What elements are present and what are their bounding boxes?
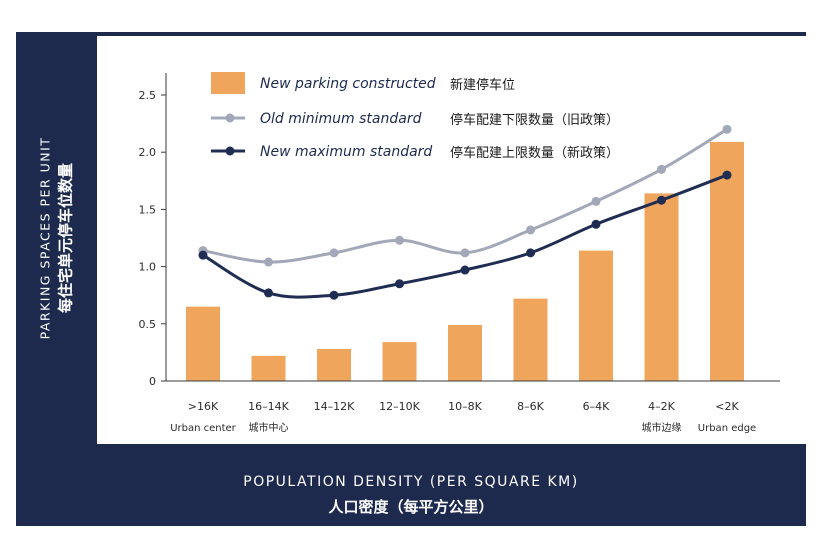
legend-swatch-bar: [211, 72, 245, 94]
legend-swatch-marker: [225, 146, 235, 156]
legend-label: Old minimum standard: [260, 111, 422, 127]
legend-label-zh: 停车配建下限数量（旧政策）: [450, 112, 619, 128]
legend-swatch-marker: [225, 113, 235, 123]
series-point: [395, 235, 404, 245]
y-tick-label: 2.5: [139, 89, 157, 102]
series-point: [329, 248, 339, 258]
series-point: [526, 248, 535, 258]
bar: [382, 342, 417, 381]
series-point: [329, 290, 339, 300]
bar: [251, 355, 286, 381]
bar: [448, 324, 482, 381]
bar: [644, 193, 679, 381]
bar: [710, 141, 744, 381]
series-point: [460, 265, 470, 275]
x-tick-label: >16K: [188, 400, 219, 413]
series-point: [198, 250, 208, 260]
bar: [186, 306, 220, 381]
x-tick-label: 4–2K: [648, 400, 675, 413]
y-tick-label: 1.5: [139, 203, 157, 216]
series-point: [395, 279, 404, 289]
series-point: [722, 170, 732, 180]
x-tick-label: 12–10K: [379, 400, 420, 413]
x-tick-label: 16–14K: [248, 400, 289, 413]
x-category-note: 城市中心: [249, 421, 289, 434]
bar: [317, 348, 351, 381]
series-point: [526, 225, 535, 235]
x-category-note: Urban edge: [698, 423, 756, 434]
bar: [513, 298, 548, 381]
legend-label: New parking constructed: [260, 76, 436, 92]
y-tick-label: 2.0: [139, 146, 157, 159]
x-axis-label-zh: 人口密度（每平方公里）: [328, 498, 494, 516]
legend-label-zh: 新建停车位: [450, 77, 515, 93]
y-tick-label: 0.5: [139, 318, 157, 331]
y-tick-label: 1.0: [139, 261, 157, 274]
series-point: [657, 164, 666, 174]
x-tick-label: <2K: [715, 400, 739, 413]
series-point: [722, 124, 732, 134]
x-tick-label: 10–8K: [448, 400, 482, 413]
series-point: [264, 288, 273, 298]
series-point: [591, 219, 601, 229]
x-axis-label: POPULATION DENSITY (PER SQUARE KM): [243, 474, 579, 490]
bar: [579, 250, 613, 381]
x-category-note: 城市边缘: [642, 421, 682, 434]
series-point: [460, 248, 470, 258]
legend-label: New maximum standard: [260, 144, 432, 160]
legend-label-zh: 停车配建上限数量（新政策）: [450, 145, 619, 161]
series-point: [264, 257, 273, 267]
y-tick-label: 0: [149, 375, 156, 388]
series-point: [657, 195, 666, 205]
series-point: [591, 196, 601, 206]
x-tick-label: 14–12K: [314, 400, 355, 413]
x-tick-label: 6–4K: [583, 400, 610, 413]
x-tick-label: 8–6K: [517, 400, 544, 413]
x-category-note: Urban center: [170, 423, 236, 434]
